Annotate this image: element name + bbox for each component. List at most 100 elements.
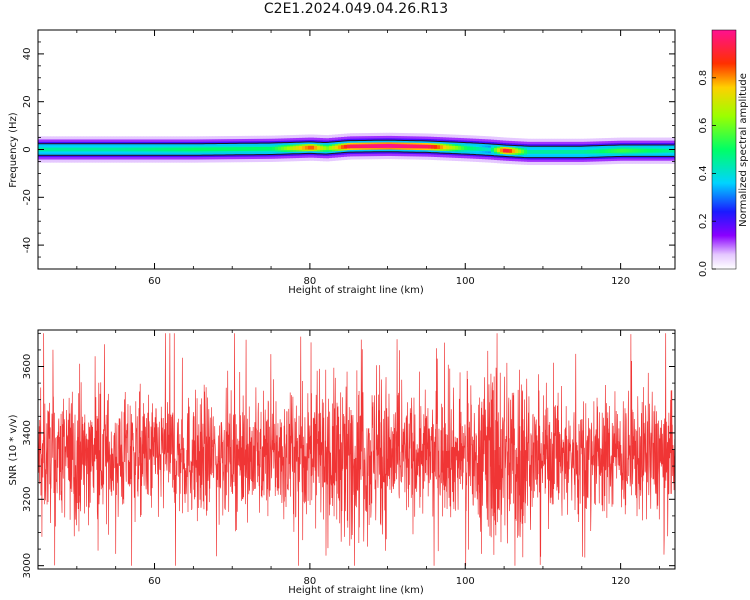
spectrogram-cell: [485, 147, 489, 152]
spectrogram-cell: [221, 147, 225, 152]
spectrogram-cell: [371, 144, 375, 149]
spectrogram-cell: [659, 148, 663, 153]
spectrogram-cell: [263, 146, 267, 151]
spectrogram-cell: [653, 148, 657, 153]
spectrogram-cell: [461, 146, 465, 151]
spectrogram-cell: [368, 144, 372, 149]
spectrogram-cell: [227, 147, 231, 152]
spectrogram-cell: [164, 147, 168, 152]
spectrogram-cell: [65, 147, 69, 152]
spectrogram-cell: [512, 149, 516, 154]
spectrogram-cell: [44, 147, 48, 152]
spectrogram-cell: [497, 148, 501, 153]
spectrogram-cell: [248, 147, 252, 151]
spectrogram-cell: [305, 145, 309, 150]
spectrogram-cell: [404, 144, 408, 149]
spectrogram-cell: [125, 147, 129, 152]
spectrogram-cell: [611, 149, 615, 153]
spectrogram-cell: [380, 144, 384, 148]
spectrogram-x-axis-label: Height of straight line (km): [288, 285, 424, 296]
spectrogram-cell: [407, 144, 411, 149]
snr-y-tick-label: 3200: [22, 487, 33, 512]
spectrogram-cell: [281, 146, 285, 151]
spectrogram-cell: [347, 144, 351, 149]
spectrogram-cell: [329, 146, 333, 150]
spectrogram-cell: [122, 147, 126, 152]
spectrogram-cell: [518, 149, 522, 154]
spectrogram-cell: [440, 145, 444, 150]
colorbar-label: Normalized spectral amplitude: [738, 73, 749, 227]
spectrogram-cell: [641, 148, 645, 153]
spectrogram-cell: [278, 146, 282, 151]
spectrogram-cell: [50, 147, 54, 152]
spectrogram-cell: [206, 147, 210, 152]
spectrogram-x-tick-label: 120: [611, 276, 630, 287]
snr-y-tick-label: 3600: [22, 354, 33, 379]
spectrogram-cell: [341, 145, 345, 149]
spectrogram-cell: [506, 148, 510, 153]
spectrogram-cell: [128, 147, 132, 152]
spectrogram-cell: [116, 147, 120, 152]
spectrogram-cell: [215, 147, 219, 152]
spectrogram-cell: [212, 147, 216, 152]
spectrogram-x-tick-label: 60: [148, 276, 161, 287]
spectrogram-cell: [386, 144, 390, 148]
spectrogram-y-ticks: -40 -20 0 20 40: [22, 29, 675, 270]
spectrogram-cell: [314, 145, 318, 150]
spectrogram-cell: [53, 147, 57, 152]
spectrogram-cell: [254, 147, 258, 151]
spectrogram-cell: [575, 149, 579, 154]
spectrogram-cell: [62, 147, 66, 152]
spectrogram-cell: [494, 148, 498, 152]
spectrogram-cell: [77, 147, 81, 152]
spectrogram-cell: [392, 144, 396, 148]
spectrogram-cell: [275, 146, 279, 151]
spectrogram-heatmap: [38, 132, 675, 166]
spectrogram-cell: [524, 149, 528, 154]
spectrogram-cell: [542, 149, 546, 154]
snr-x-tick-label: 60: [148, 576, 161, 587]
spectrogram-cell: [350, 144, 354, 149]
spectrogram-cell: [449, 145, 453, 150]
spectrogram-cell: [365, 144, 369, 149]
spectrogram-cell: [656, 148, 660, 153]
spectrogram-cell: [47, 147, 51, 152]
spectrogram-cell: [332, 145, 336, 150]
spectrogram-cell: [401, 144, 405, 149]
spectrogram-cell: [95, 147, 99, 152]
spectrogram-cell: [134, 147, 138, 152]
spectrogram-cell: [359, 144, 363, 149]
spectrogram-x-ticks: 60 80 100 120: [37, 30, 660, 287]
spectrogram-cell: [488, 147, 492, 152]
spectrogram-cell: [629, 148, 633, 153]
spectrogram-cell: [602, 149, 606, 154]
colorbar-tick-label: 0.6: [698, 118, 709, 134]
spectrogram-cell: [203, 147, 207, 152]
spectrogram-cell: [572, 149, 576, 154]
spectrogram-cell: [491, 147, 495, 152]
spectrogram-cell: [464, 146, 468, 151]
spectrogram-cell: [509, 149, 513, 153]
spectrogram-cell: [557, 149, 561, 154]
spectrogram-cell: [119, 147, 123, 152]
spectrogram-cell: [194, 147, 198, 152]
spectrogram-cell: [290, 146, 294, 151]
spectrogram-cell: [479, 147, 483, 151]
spectrogram-y-tick-label: 20: [22, 95, 33, 108]
spectrogram-cell: [110, 147, 114, 152]
spectrogram-cell: [83, 147, 87, 152]
spectrogram-cell: [353, 144, 357, 149]
spectrogram-cell: [614, 148, 618, 153]
spectrogram-cell: [647, 148, 651, 153]
spectrogram-cell: [284, 146, 288, 151]
spectrogram-cell: [620, 148, 624, 153]
snr-x-tick-label: 80: [304, 576, 317, 587]
spectrogram-cell: [443, 145, 447, 150]
spectrogram-contour-lower: [38, 151, 674, 159]
spectrogram-cell: [224, 147, 228, 152]
spectrogram-cell: [590, 149, 594, 154]
spectrogram-cell: [584, 149, 588, 154]
spectrogram-cell: [581, 149, 585, 154]
spectrogram-panel: 60 80 100 120 -40 -20 0 20 40 Height of straigh…: [8, 29, 676, 296]
spectrogram-cell: [596, 149, 600, 154]
